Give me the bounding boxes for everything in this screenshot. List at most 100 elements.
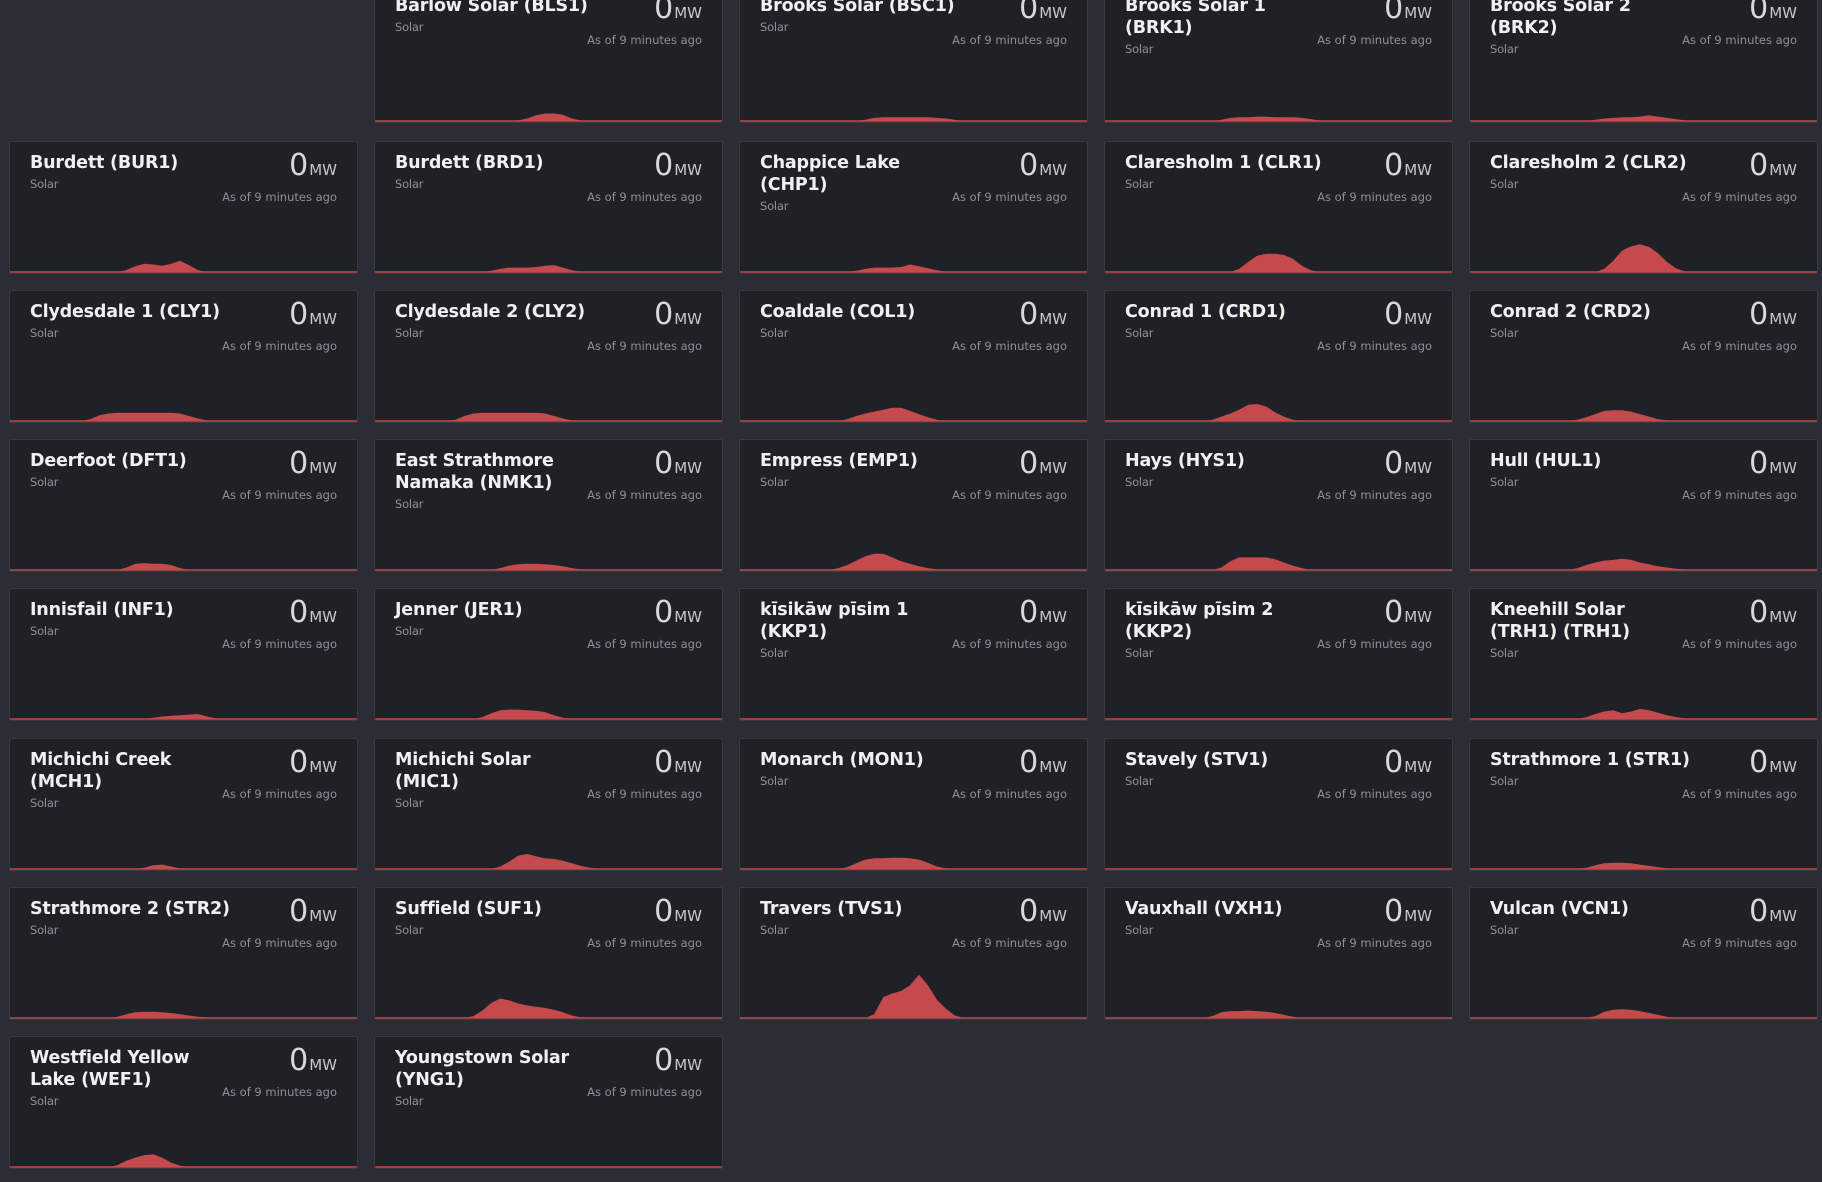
plant-card[interactable]: Vauxhall (VXH1) Solar 0 MW As of 9 minute… xyxy=(1104,887,1453,1020)
plant-output: 0 MW xyxy=(1384,745,1432,781)
plant-card[interactable]: Brooks Solar (BSC1) Solar 0 MW As of 9 mi… xyxy=(739,0,1088,123)
sparkline-area xyxy=(1470,708,1817,719)
plant-card[interactable]: kīsikāw pīsim 2 (KKP2) Solar 0 MW As of 9… xyxy=(1104,588,1453,721)
plant-title: Empress (EMP1) xyxy=(760,451,918,471)
plant-type: Solar xyxy=(1490,326,1519,340)
generation-sparkline xyxy=(375,998,722,1019)
output-unit: MW xyxy=(1039,758,1067,776)
plant-card[interactable]: East Strathmore Namaka (NMK1) Solar 0 MW … xyxy=(374,439,723,572)
plant-card[interactable]: Vulcan (VCN1) Solar 0 MW As of 9 minutes … xyxy=(1469,887,1818,1020)
plant-card[interactable]: Michichi Solar (MIC1) Solar 0 MW As of 9 … xyxy=(374,738,723,871)
plant-name: Michichi Solar (MIC1) Solar xyxy=(395,749,595,810)
plant-type: Solar xyxy=(30,796,59,810)
output-unit: MW xyxy=(674,161,702,179)
plant-card[interactable]: Youngstown Solar (YNG1) Solar 0 MW As of … xyxy=(374,1036,723,1169)
plant-card[interactable]: Kneehill Solar (TRH1) (TRH1) Solar 0 MW A… xyxy=(1469,588,1818,721)
plant-card[interactable]: Westfield Yellow Lake (WEF1) Solar 0 MW A… xyxy=(9,1036,358,1169)
output-value: 0 xyxy=(1384,0,1403,26)
plant-card[interactable]: Travers (TVS1) Solar 0 MW As of 9 minutes… xyxy=(739,887,1088,1020)
plant-card[interactable]: Chappice Lake (CHP1) Solar 0 MW As of 9 m… xyxy=(739,141,1088,274)
plant-type: Solar xyxy=(395,177,424,191)
as-of-timestamp: As of 9 minutes ago xyxy=(1317,936,1432,950)
plant-title: Kneehill Solar (TRH1) (TRH1) xyxy=(1490,600,1630,642)
plant-card[interactable]: Hays (HYS1) Solar 0 MW As of 9 minutes ag… xyxy=(1104,439,1453,572)
as-of-timestamp: As of 9 minutes ago xyxy=(1682,488,1797,502)
plant-output: 0 MW xyxy=(1384,297,1432,333)
output-value: 0 xyxy=(654,0,673,26)
plant-name: Strathmore 1 (STR1) Solar xyxy=(1490,749,1690,788)
generation-sparkline xyxy=(10,1011,357,1019)
plant-card[interactable]: Clydesdale 1 (CLY1) Solar 0 MW As of 9 mi… xyxy=(9,290,358,423)
output-unit: MW xyxy=(1404,161,1432,179)
sparkline-area xyxy=(1470,410,1817,421)
output-value: 0 xyxy=(289,745,308,780)
sparkline-area xyxy=(375,265,722,272)
plant-title: kīsikāw pīsim 1 (KKP1) xyxy=(760,600,909,642)
plant-card[interactable]: Empress (EMP1) Solar 0 MW As of 9 minutes… xyxy=(739,439,1088,572)
plant-card[interactable]: Brooks Solar 1 (BRK1) Solar 0 MW As of 9 … xyxy=(1104,0,1453,123)
plant-output: 0 MW xyxy=(654,446,702,482)
plant-title: Clydesdale 2 (CLY2) xyxy=(395,302,585,322)
plant-card[interactable]: Suffield (SUF1) Solar 0 MW As of 9 minute… xyxy=(374,887,723,1020)
output-unit: MW xyxy=(1769,907,1797,925)
plant-card[interactable]: Stavely (STV1) Solar 0 MW As of 9 minutes… xyxy=(1104,738,1453,871)
plant-output: 0 MW xyxy=(654,0,702,27)
sparkline-area xyxy=(10,1011,357,1018)
plant-title: Youngstown Solar (YNG1) xyxy=(395,1048,569,1090)
output-value: 0 xyxy=(654,745,673,780)
sparkline-area xyxy=(1470,244,1817,272)
output-unit: MW xyxy=(1039,907,1067,925)
plant-card[interactable]: Innisfail (INF1) Solar 0 MW As of 9 minut… xyxy=(9,588,358,721)
plant-card[interactable]: Brooks Solar 2 (BRK2) Solar 0 MW As of 9 … xyxy=(1469,0,1818,123)
generation-sparkline xyxy=(1470,410,1817,422)
plant-card[interactable]: Monarch (MON1) Solar 0 MW As of 9 minutes… xyxy=(739,738,1088,871)
as-of-timestamp: As of 9 minutes ago xyxy=(587,637,702,651)
plant-output: 0 MW xyxy=(289,745,337,781)
sparkline-area xyxy=(10,714,357,719)
plant-card[interactable]: Coaldale (COL1) Solar 0 MW As of 9 minute… xyxy=(739,290,1088,423)
plant-type: Solar xyxy=(1125,923,1154,937)
plant-card[interactable]: Claresholm 1 (CLR1) Solar 0 MW As of 9 mi… xyxy=(1104,141,1453,274)
plant-type: Solar xyxy=(1490,177,1519,191)
as-of-timestamp: As of 9 minutes ago xyxy=(587,33,702,47)
plant-card[interactable]: Conrad 2 (CRD2) Solar 0 MW As of 9 minute… xyxy=(1469,290,1818,423)
sparkline-area xyxy=(375,853,722,869)
plant-title: kīsikāw pīsim 2 (KKP2) xyxy=(1125,600,1274,642)
plant-name: Hays (HYS1) Solar xyxy=(1125,450,1325,489)
plant-name: Stavely (STV1) Solar xyxy=(1125,749,1325,788)
plant-card[interactable]: Conrad 1 (CRD1) Solar 0 MW As of 9 minute… xyxy=(1104,290,1453,423)
plant-name: Barlow Solar (BLS1) Solar xyxy=(395,0,595,34)
plant-card[interactable]: Michichi Creek (MCH1) Solar 0 MW As of 9 … xyxy=(9,738,358,871)
as-of-timestamp: As of 9 minutes ago xyxy=(952,936,1067,950)
plant-type: Solar xyxy=(30,624,59,638)
output-unit: MW xyxy=(1039,161,1067,179)
plant-card[interactable]: Claresholm 2 (CLR2) Solar 0 MW As of 9 mi… xyxy=(1469,141,1818,274)
plant-card[interactable]: Clydesdale 2 (CLY2) Solar 0 MW As of 9 mi… xyxy=(374,290,723,423)
output-unit: MW xyxy=(674,1056,702,1074)
plant-output: 0 MW xyxy=(289,894,337,930)
plant-name: Brooks Solar (BSC1) Solar xyxy=(760,0,960,34)
output-unit: MW xyxy=(309,459,337,477)
plant-card[interactable]: Hull (HUL1) Solar 0 MW As of 9 minutes ag… xyxy=(1469,439,1818,572)
plant-type: Solar xyxy=(1125,177,1154,191)
output-unit: MW xyxy=(1404,459,1432,477)
output-value: 0 xyxy=(1384,595,1403,630)
plant-title: Strathmore 2 (STR2) xyxy=(30,899,230,919)
plant-card[interactable]: Jenner (JER1) Solar 0 MW As of 9 minutes … xyxy=(374,588,723,721)
plant-card[interactable]: Barlow Solar (BLS1) Solar 0 MW As of 9 mi… xyxy=(374,0,723,123)
output-value: 0 xyxy=(1749,894,1768,929)
output-unit: MW xyxy=(674,459,702,477)
plant-card[interactable]: Burdett (BRD1) Solar 0 MW As of 9 minutes… xyxy=(374,141,723,274)
plant-card[interactable]: Strathmore 2 (STR2) Solar 0 MW As of 9 mi… xyxy=(9,887,358,1020)
plant-card[interactable]: kīsikāw pīsim 1 (KKP1) Solar 0 MW As of 9… xyxy=(739,588,1088,721)
plant-output: 0 MW xyxy=(1019,148,1067,184)
sparkline-area xyxy=(1470,115,1817,121)
plant-card[interactable]: Burdett (BUR1) Solar 0 MW As of 9 minutes… xyxy=(9,141,358,274)
plant-name: Coaldale (COL1) Solar xyxy=(760,301,960,340)
plant-type: Solar xyxy=(1490,42,1519,56)
output-unit: MW xyxy=(1039,608,1067,626)
plant-card[interactable]: Strathmore 1 (STR1) Solar 0 MW As of 9 mi… xyxy=(1469,738,1818,871)
sparkline-area xyxy=(10,412,357,421)
plant-card[interactable]: Deerfoot (DFT1) Solar 0 MW As of 9 minute… xyxy=(9,439,358,572)
